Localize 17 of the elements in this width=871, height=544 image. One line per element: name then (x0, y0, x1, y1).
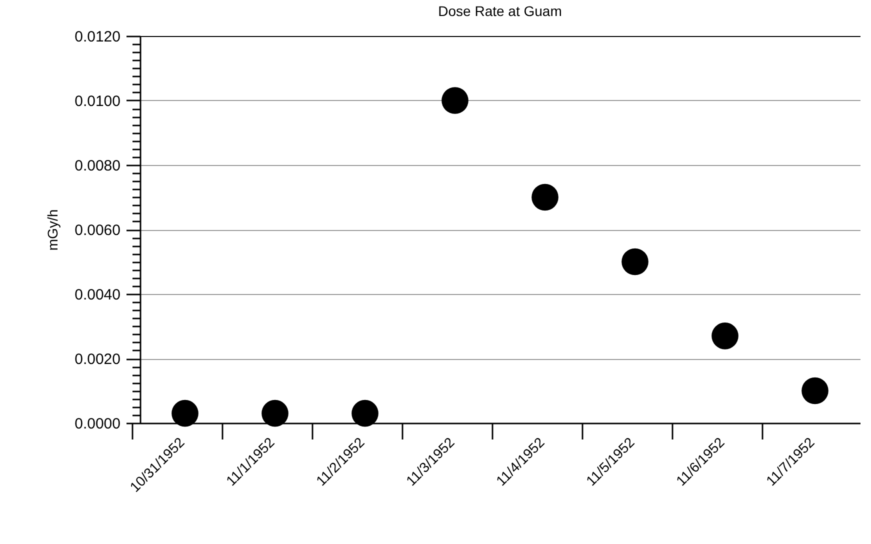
y-tick-label: 0.0120 (74, 28, 120, 46)
y-tick-label: 0.0000 (74, 416, 120, 432)
y-tick-label: 0.0060 (74, 222, 120, 239)
point (712, 322, 738, 350)
point (352, 400, 378, 427)
y-axis-title: mGy/h (44, 209, 61, 251)
point (442, 87, 468, 114)
point (622, 248, 648, 276)
point (532, 184, 558, 211)
point (262, 400, 288, 427)
y-tick-label: 0.0080 (74, 158, 120, 174)
point (172, 400, 198, 427)
y-tick-label: 0.0100 (74, 93, 120, 110)
y-tick-label: 0.0020 (74, 351, 120, 368)
chart-title: Dose Rate at Guam (438, 3, 562, 19)
point (802, 377, 828, 404)
y-tick-label: 0.0040 (74, 286, 120, 304)
